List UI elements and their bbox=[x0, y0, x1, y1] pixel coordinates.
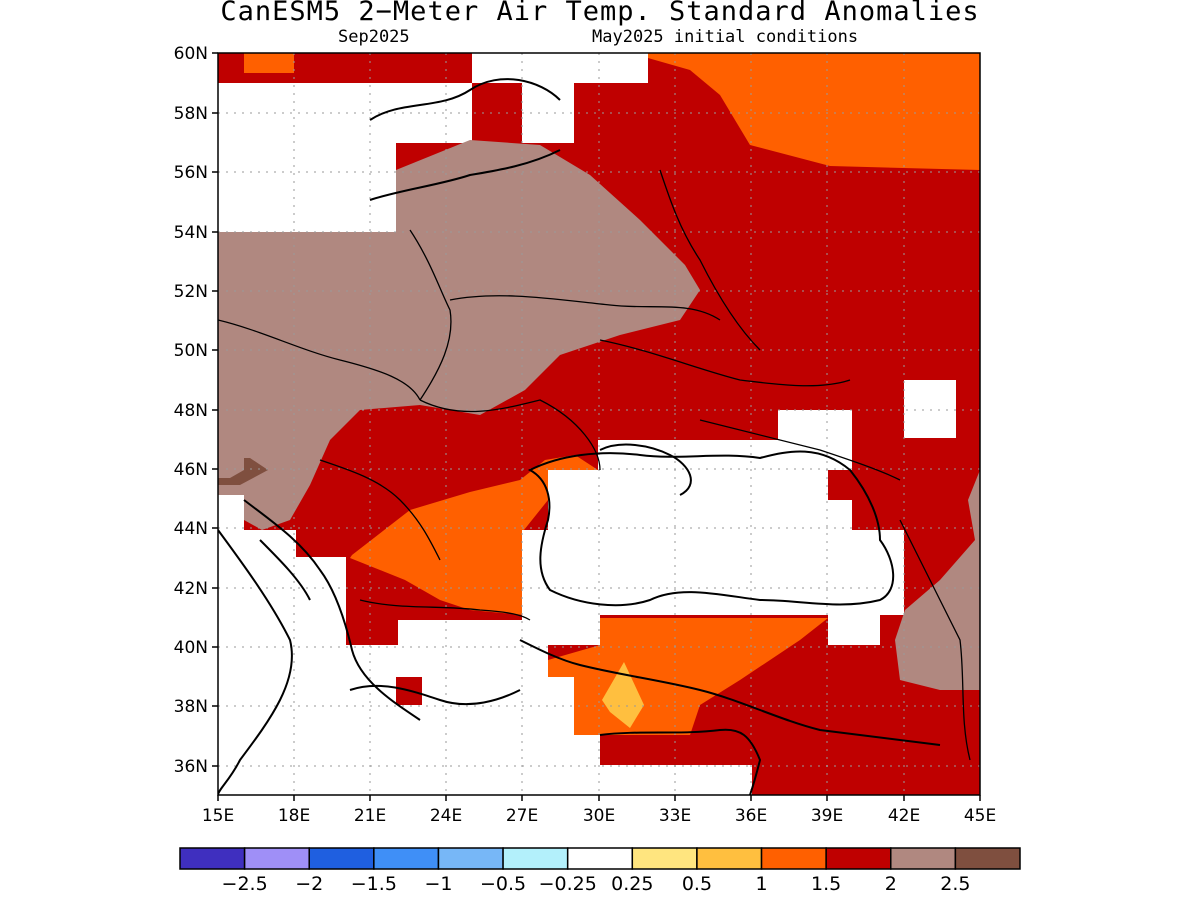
missing-cells bbox=[218, 81, 472, 232]
colorbar-label: −0.25 bbox=[539, 873, 597, 895]
y-axis-labels: 60N 58N 56N 54N 52N 50N 48N 46N 44N 42N … bbox=[174, 44, 208, 777]
colorbar-label: −0.5 bbox=[480, 873, 526, 895]
x-tick-label: 33E bbox=[659, 806, 691, 826]
anomaly-fields bbox=[218, 53, 980, 795]
colorbar-swatch bbox=[502, 847, 569, 870]
axis-ticks bbox=[212, 52, 981, 801]
field-1-5 bbox=[244, 53, 294, 73]
x-tick-label: 42E bbox=[888, 806, 920, 826]
y-tick-label: 36N bbox=[174, 757, 208, 777]
colorbar-label: −1.5 bbox=[351, 873, 397, 895]
colorbar-labels: −2.5 −2 −1.5 −1 −0.5 −0.25 0.25 0.5 1 1.5 2 2.5 bbox=[222, 873, 971, 895]
colorbar-swatch bbox=[890, 847, 957, 870]
missing-cells bbox=[548, 470, 576, 530]
y-tick-label: 50N bbox=[174, 341, 208, 361]
field-1-5 bbox=[648, 53, 980, 170]
x-tick-label: 27E bbox=[506, 806, 538, 826]
y-tick-label: 58N bbox=[174, 104, 208, 124]
colorbar-label: −2.5 bbox=[222, 873, 268, 895]
colorbar bbox=[179, 847, 1021, 870]
colorbar-label: 1 bbox=[755, 873, 767, 895]
coastlines bbox=[218, 78, 941, 795]
y-tick-label: 52N bbox=[174, 282, 208, 302]
colorbar-swatch bbox=[760, 847, 827, 870]
y-tick-label: 48N bbox=[174, 401, 208, 421]
x-tick-label: 30E bbox=[583, 806, 615, 826]
colorbar-label: 0.5 bbox=[682, 873, 712, 895]
y-tick-label: 46N bbox=[174, 460, 208, 480]
x-tick-label: 45E bbox=[964, 806, 996, 826]
missing-cells bbox=[522, 410, 904, 645]
field-2-5 bbox=[895, 470, 980, 690]
initial-conditions-label: May2025 initial conditions bbox=[592, 27, 859, 47]
field-1-5 bbox=[350, 455, 598, 615]
colorbar-label: −1 bbox=[424, 873, 452, 895]
missing-cells bbox=[218, 495, 752, 795]
colorbar-label: −2 bbox=[295, 873, 323, 895]
colorbar-swatch bbox=[437, 847, 504, 870]
x-tick-label: 18E bbox=[278, 806, 310, 826]
y-tick-label: 40N bbox=[174, 638, 208, 658]
y-tick-label: 60N bbox=[174, 44, 208, 64]
y-tick-label: 54N bbox=[174, 223, 208, 243]
field-2-5 bbox=[218, 140, 700, 530]
colorbar-swatch bbox=[373, 847, 440, 870]
colorbar-label: 2 bbox=[885, 873, 897, 895]
x-tick-label: 39E bbox=[811, 806, 843, 826]
x-tick-label: 15E bbox=[202, 806, 234, 826]
y-tick-label: 44N bbox=[174, 519, 208, 539]
x-tick-label: 24E bbox=[430, 806, 462, 826]
colorbar-label: 1.5 bbox=[811, 873, 841, 895]
field-2-5 bbox=[218, 458, 244, 478]
y-tick-label: 56N bbox=[174, 163, 208, 183]
colorbar-swatch bbox=[954, 847, 1021, 870]
forecast-month: Sep2025 bbox=[338, 27, 410, 47]
map-title: CanESM5 2−Meter Air Temp. Standard Anoma… bbox=[220, 0, 980, 27]
colorbar-swatch bbox=[179, 847, 246, 870]
y-tick-label: 38N bbox=[174, 697, 208, 717]
missing-cells bbox=[904, 380, 956, 438]
country-borders bbox=[218, 169, 971, 761]
x-tick-label: 21E bbox=[354, 806, 386, 826]
colorbar-swatch bbox=[308, 847, 375, 870]
colorbar-swatch bbox=[566, 847, 634, 870]
colorbar-swatch bbox=[631, 847, 698, 870]
y-tick-label: 42N bbox=[174, 579, 208, 599]
colorbar-swatch bbox=[825, 847, 892, 870]
x-tick-label: 36E bbox=[735, 806, 767, 826]
colorbar-label: 0.25 bbox=[611, 873, 653, 895]
x-axis-labels: 15E 18E 21E 24E 27E 30E 33E 36E 39E 42E … bbox=[202, 806, 996, 826]
colorbar-swatch bbox=[243, 847, 310, 870]
colorbar-label: 2.5 bbox=[940, 873, 970, 895]
field-1-0 bbox=[602, 662, 644, 728]
colorbar-swatch bbox=[696, 847, 763, 870]
